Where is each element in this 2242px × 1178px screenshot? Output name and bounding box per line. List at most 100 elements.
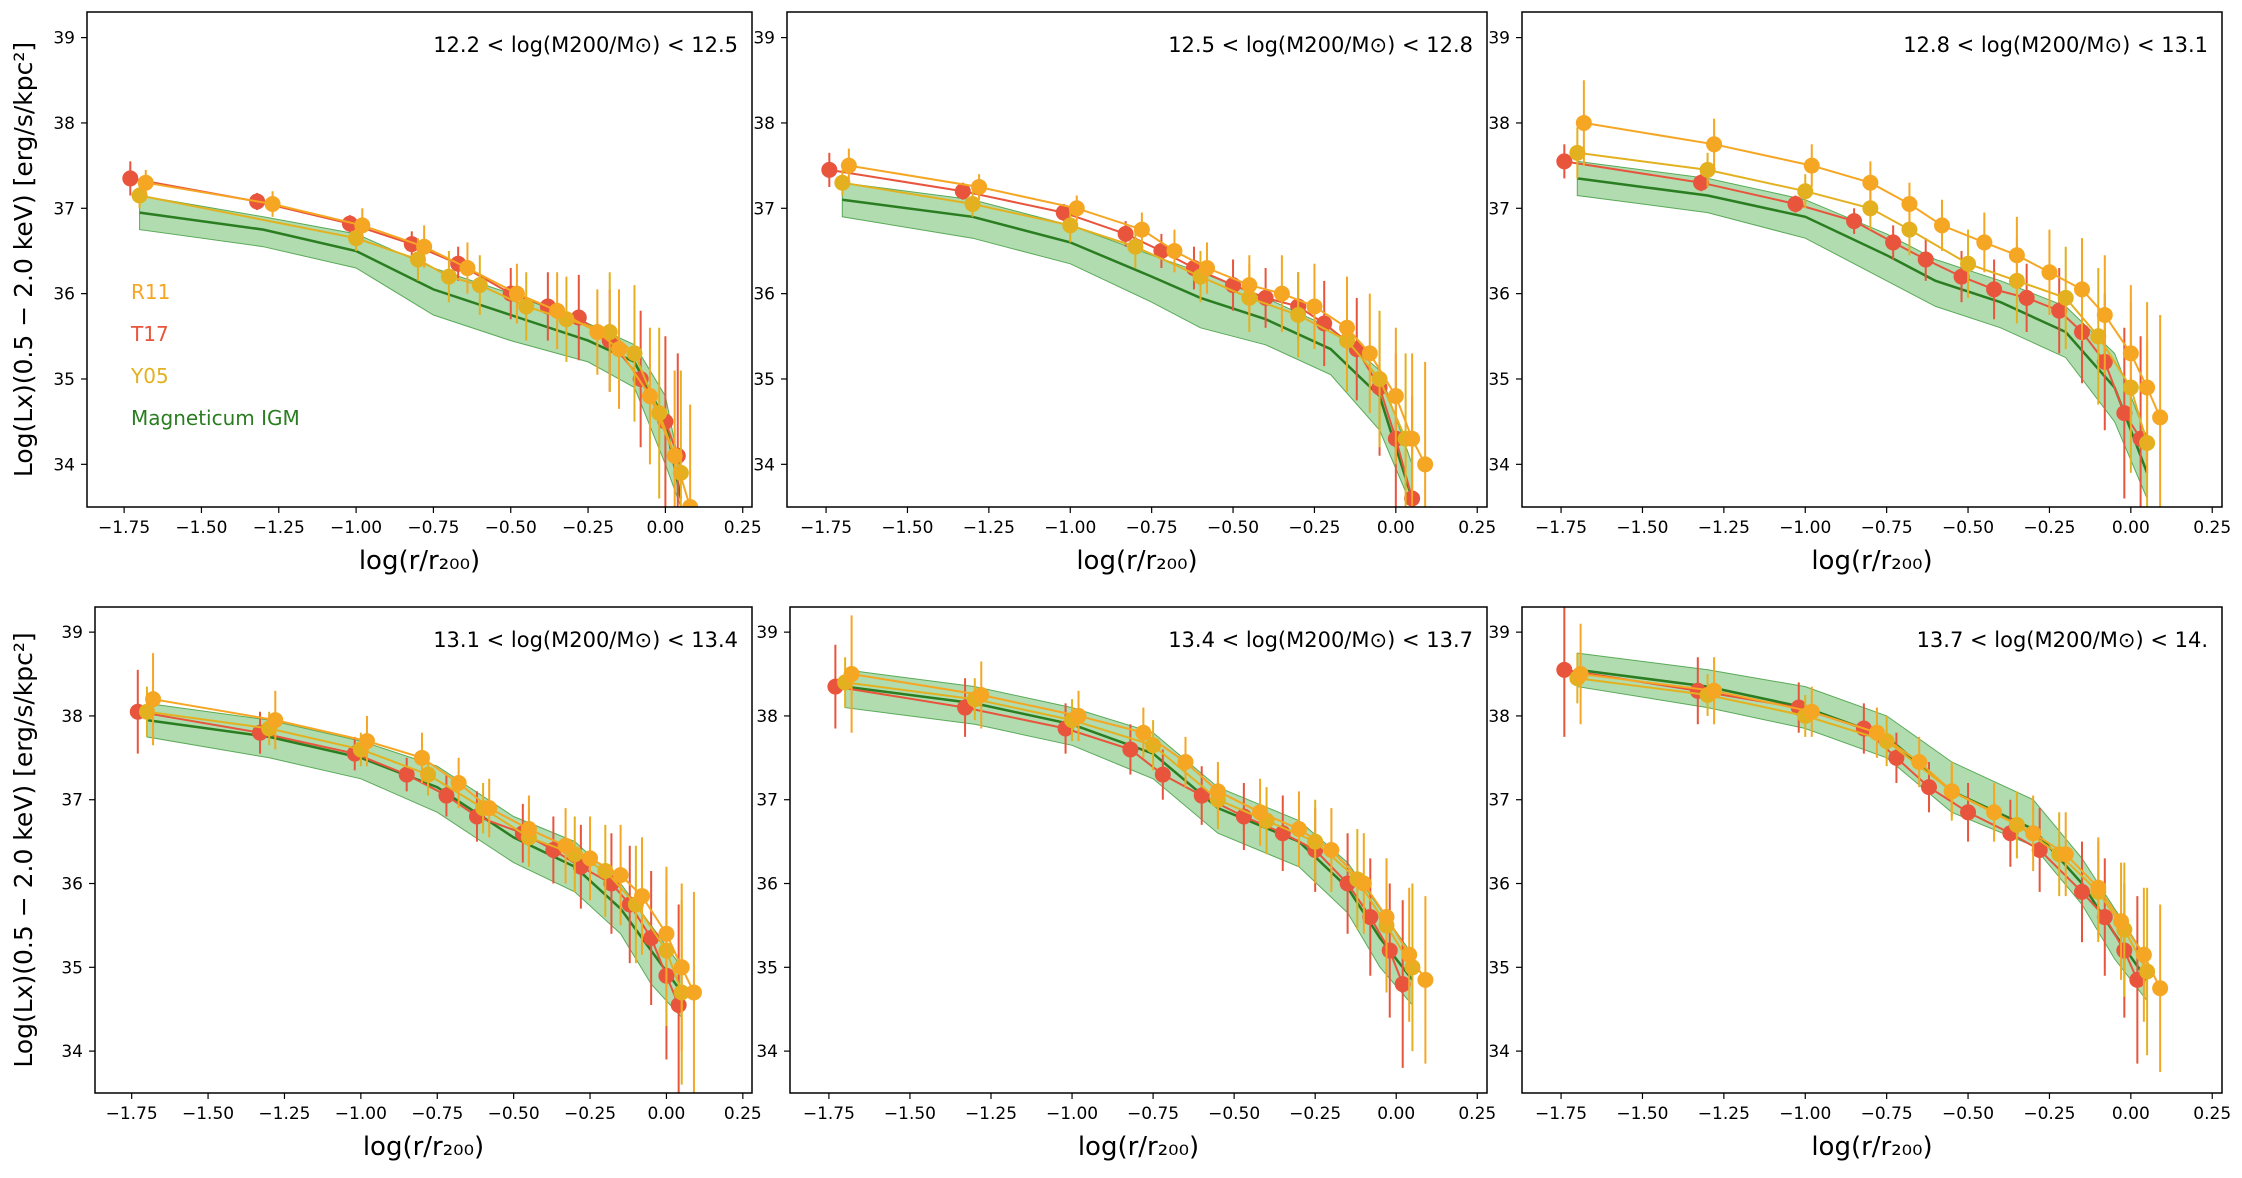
panel-frame (1521, 606, 2223, 1094)
line-y05 (842, 181, 1407, 440)
point-r11 (1355, 875, 1372, 892)
x-tick-label: −0.25 (2023, 518, 2075, 538)
point-r11 (1401, 946, 1418, 963)
point-r11 (557, 837, 574, 854)
point-r11 (2152, 409, 2169, 426)
point-t17 (1055, 204, 1072, 221)
x-tick-label: −1.75 (800, 518, 852, 538)
point-t17 (1362, 909, 1379, 926)
point-t17 (2018, 289, 2035, 306)
point-t17 (1885, 234, 1902, 251)
point-y05 (440, 268, 457, 285)
y-tick-label: 39 (756, 623, 778, 643)
x-tick-label: −0.75 (1861, 518, 1913, 538)
point-y05 (518, 298, 535, 315)
x-axis-label: log(r/r₂₀₀) (1076, 546, 1197, 576)
y-tick-label: 38 (753, 114, 775, 134)
point-r11 (1241, 277, 1258, 294)
point-r11 (641, 388, 658, 405)
panel-data (129, 653, 702, 1093)
point-t17 (1153, 242, 1170, 259)
x-tick-label: −1.00 (1046, 1104, 1098, 1124)
x-tick-label: −0.75 (407, 518, 459, 538)
x-tick-label: −1.50 (1616, 518, 1668, 538)
x-tick-label: −1.75 (106, 1104, 158, 1124)
y-tick-label: 34 (1488, 1042, 1510, 1062)
x-tick-label: −1.25 (1698, 1104, 1750, 1124)
point-r11 (840, 157, 857, 174)
panel-frame (1521, 11, 2223, 508)
point-r11 (1986, 804, 2003, 821)
point-r11 (1177, 754, 1194, 771)
y-tick-label: 35 (1488, 958, 1510, 978)
x-tick-label: −1.00 (335, 1104, 387, 1124)
point-y05 (138, 703, 155, 720)
point-r11 (2113, 913, 2130, 930)
x-tick-label: −1.50 (182, 1104, 234, 1124)
point-r11 (2122, 345, 2139, 362)
point-y05 (131, 187, 148, 204)
panel-1: −1.75 −1.50 −1.25 −1.00 −0.75 −0.50 −0.25 0.00 0… (9, 11, 762, 576)
point-r11 (508, 285, 525, 302)
point-t17 (122, 170, 139, 187)
point-t17 (1193, 787, 1210, 804)
x-tick-label: −1.00 (330, 518, 382, 538)
x-axis-label: log(r/r₂₀₀) (1078, 1132, 1199, 1162)
x-tick-label: 0.00 (646, 518, 684, 538)
point-t17 (1117, 225, 1134, 242)
x-tick-label: 0.00 (648, 1104, 686, 1124)
point-t17 (1394, 976, 1411, 993)
point-r11 (1166, 242, 1183, 259)
y-tick-label: 35 (756, 958, 778, 978)
point-t17 (1556, 661, 1573, 678)
x-tick-label: −0.25 (562, 518, 614, 538)
legend-entry: Y05 (130, 364, 169, 388)
point-r11 (973, 686, 990, 703)
y-axis-label: Log(Lx)(0.5 − 2.0 keV) [erg/s/kpc²] (9, 632, 38, 1067)
point-r11 (971, 178, 988, 195)
legend-entry: T17 (130, 322, 169, 346)
y-tick-label: 34 (61, 1042, 83, 1062)
x-tick-label: −1.25 (253, 518, 305, 538)
x-tick-label: −0.25 (1289, 1104, 1341, 1124)
point-r11 (2057, 846, 2074, 863)
point-t17 (341, 215, 358, 232)
x-tick-label: −0.50 (1942, 1104, 1994, 1124)
point-t17 (1917, 251, 1934, 268)
point-r11 (1803, 703, 1820, 720)
point-r11 (1306, 298, 1323, 315)
point-y05 (1290, 306, 1307, 323)
point-r11 (1387, 388, 1404, 405)
line-y05 (146, 710, 683, 993)
y-tick-label: 37 (756, 791, 778, 811)
point-t17 (1122, 741, 1139, 758)
point-y05 (597, 862, 614, 879)
point-r11 (1943, 783, 1960, 800)
x-tick-label: 0.25 (2193, 1104, 2231, 1124)
point-t17 (1888, 749, 1905, 766)
point-r11 (612, 867, 629, 884)
point-t17 (954, 183, 971, 200)
x-tick-label: −1.50 (175, 518, 227, 538)
point-t17 (1953, 268, 1970, 285)
x-tick-label: −1.75 (1535, 518, 1587, 538)
x-tick-label: −0.25 (564, 1104, 616, 1124)
point-y05 (420, 766, 437, 783)
y-tick-label: 37 (61, 791, 83, 811)
y-tick-label: 35 (61, 958, 83, 978)
point-r11 (1976, 234, 1993, 251)
y-tick-label: 36 (53, 285, 75, 305)
series-r11 (840, 148, 1434, 507)
point-t17 (821, 161, 838, 178)
series-r11 (1575, 80, 2169, 507)
igm-band (146, 702, 683, 1019)
point-t17 (2074, 883, 2090, 900)
point-t17 (1846, 213, 1863, 230)
x-tick-label: 0.25 (1458, 518, 1496, 538)
point-y05 (601, 324, 618, 341)
point-r11 (267, 712, 284, 729)
igm-band (1576, 652, 2148, 1003)
point-r11 (450, 774, 467, 791)
panel-5: −1.75 −1.50 −1.25 −1.00 −0.75 −0.50 −0.25 0.00 0… (756, 606, 1496, 1162)
